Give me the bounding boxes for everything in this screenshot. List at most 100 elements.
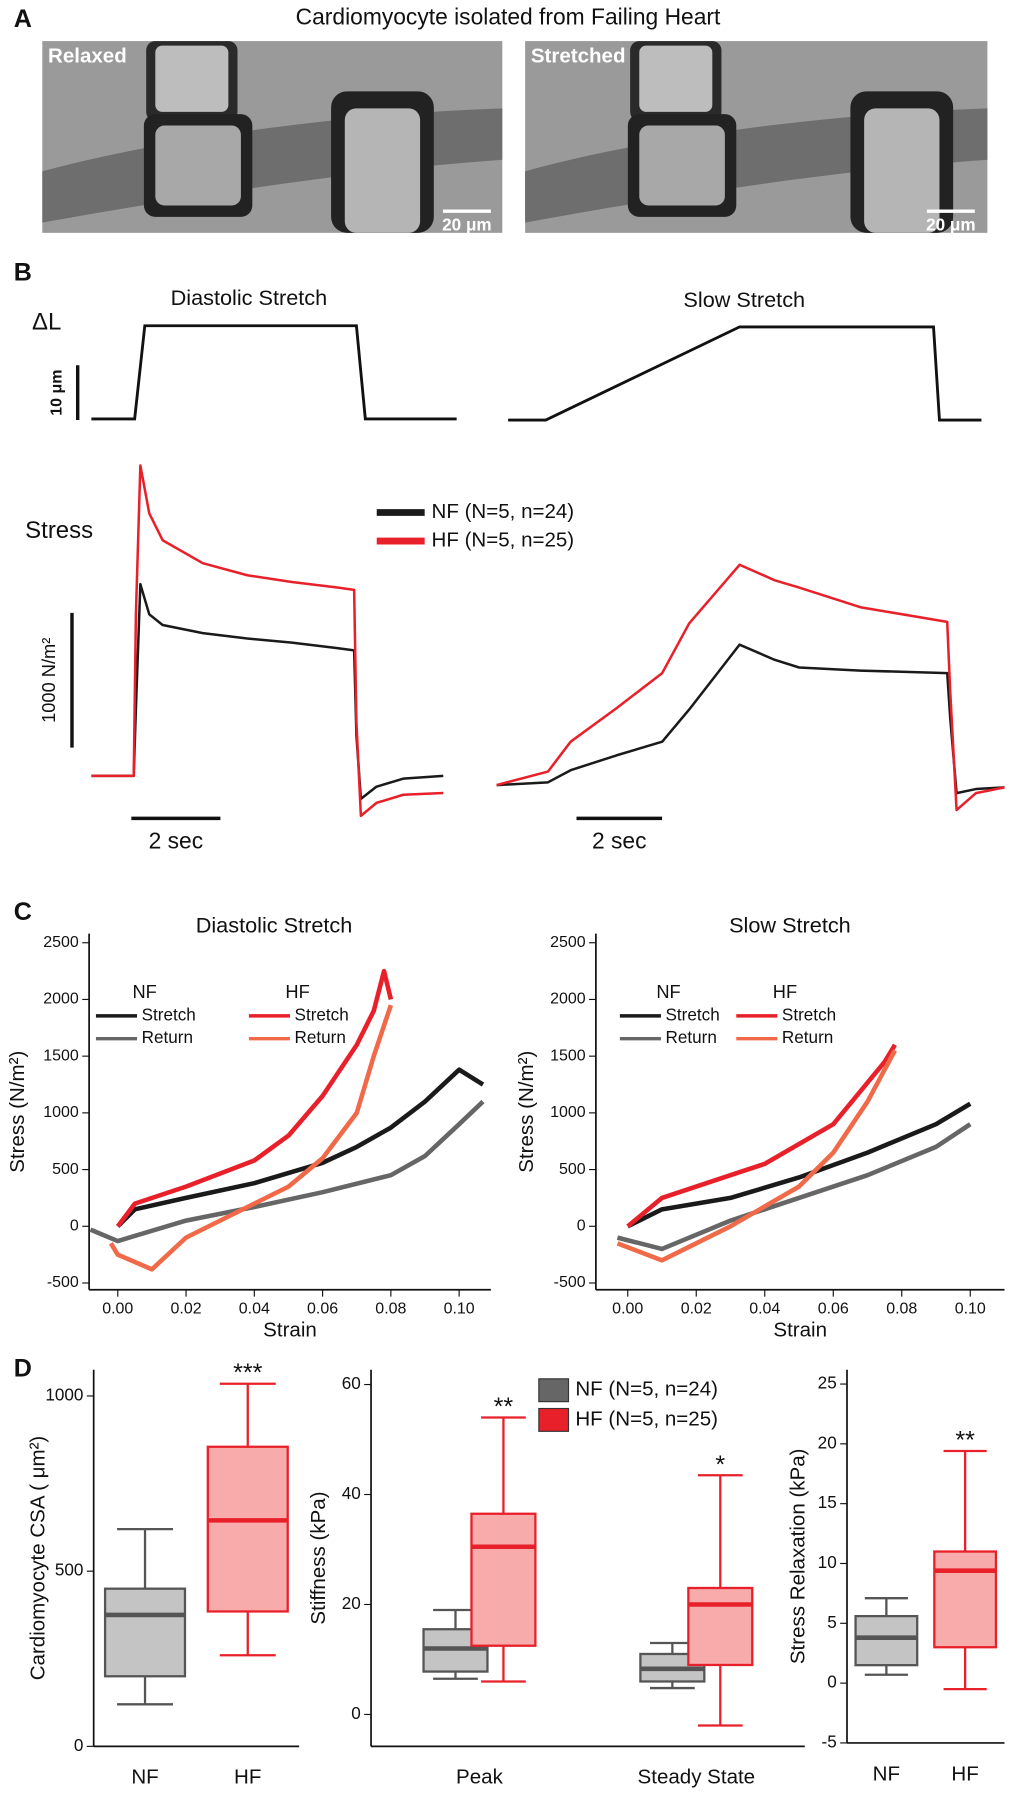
legend-label: NF (N=5, n=24) (432, 500, 575, 523)
x-tick-label: 0.00 (612, 1300, 643, 1317)
y-tick-label: 0 (827, 1673, 837, 1692)
y-tick-label: -5 (822, 1732, 837, 1751)
box (687, 1586, 754, 1667)
loop-line (626, 1101, 972, 1229)
scale-bar-label: 10 μm (48, 370, 65, 416)
stress-trace (91, 464, 444, 818)
x-axis-label: Strain (773, 1318, 827, 1341)
x-tick-label: 0.10 (444, 1300, 475, 1317)
x-tick-label: 0.04 (749, 1300, 780, 1317)
protocol-line (91, 324, 457, 421)
significance: ** (955, 1427, 975, 1455)
y-tick-label: 20 (818, 1433, 837, 1452)
y-tick-label: 5 (827, 1613, 837, 1632)
micrograph: Relaxed (42, 41, 503, 233)
x-tick-label: 0.04 (239, 1300, 270, 1317)
significance: *** (233, 1359, 263, 1387)
y-tick-label: 2500 (550, 934, 586, 951)
y-tick-label: 1000 (550, 1104, 586, 1121)
loop-line (626, 1043, 897, 1229)
panel-title: Cardiomyocyte isolated from Failing Hear… (296, 3, 721, 29)
box (854, 1614, 919, 1667)
box (470, 1512, 537, 1647)
legend-swatch (538, 1407, 570, 1432)
x-tick-label: Peak (456, 1766, 504, 1789)
y-tick-label: 40 (342, 1484, 361, 1503)
legend-label: Stretch (142, 1005, 196, 1024)
y-axis-label: Stress (N/m²) (515, 1051, 538, 1173)
panel-letter: C (14, 898, 32, 926)
scale-bar-label: 2 sec (149, 827, 204, 853)
panel-letter: D (14, 1354, 32, 1382)
micrograph: Stretched (525, 41, 988, 233)
legend-header: NF (656, 981, 680, 1002)
stress-trace (496, 563, 1005, 812)
y-tick-label: 500 (559, 1161, 586, 1178)
y-tick-label: 1500 (550, 1047, 586, 1064)
panel-letter: B (14, 259, 32, 287)
image-label: Stretched (531, 44, 626, 67)
x-tick-label: HF (951, 1762, 978, 1785)
y-tick-label: 0 (577, 1217, 586, 1234)
x-tick-label: NF (131, 1766, 158, 1789)
loop-line (616, 1049, 897, 1263)
x-tick-label: 0.00 (102, 1300, 133, 1317)
y-tick-label: 2000 (43, 991, 79, 1008)
y-axis-label: Stress Relaxation (kPa) (786, 1448, 809, 1664)
scale-bar-label: 20 μm (442, 216, 491, 235)
x-tick-label: 0.08 (375, 1300, 406, 1317)
x-tick-label: 0.10 (955, 1300, 986, 1317)
significance: * (715, 1451, 725, 1479)
chart-title: Slow Stretch (683, 287, 805, 312)
legend-label: HF (N=5, n=25) (432, 528, 575, 551)
scale-bar-label: 20 μm (926, 216, 975, 235)
stress-trace (496, 643, 1005, 795)
y-tick-label: 0 (74, 1736, 84, 1755)
x-tick-label: 0.08 (886, 1300, 917, 1317)
legend-label: NF (N=5, n=24) (575, 1378, 718, 1401)
legend-label: HF (N=5, n=25) (575, 1407, 718, 1430)
loop-line (116, 1067, 485, 1228)
x-tick-label: 0.02 (681, 1300, 712, 1317)
legend-label: Stretch (782, 1005, 836, 1024)
box (103, 1587, 187, 1678)
scale-bar-label: 2 sec (592, 827, 647, 853)
x-tick-label: 0.06 (818, 1300, 849, 1317)
y-tick-label: 10 (818, 1553, 837, 1572)
panel-letter: A (14, 5, 32, 33)
y-tick-label: 60 (342, 1374, 361, 1393)
loop-line (115, 968, 394, 1228)
protocol-line (508, 325, 982, 422)
y-tick-label: 20 (342, 1594, 361, 1613)
legend-label: Return (142, 1028, 193, 1047)
x-tick-label: 0.06 (307, 1300, 338, 1317)
stress-trace (91, 582, 444, 801)
y-tick-label: 2000 (550, 991, 586, 1008)
chart-title: Diastolic Stretch (196, 913, 353, 938)
y-tick-label: 1000 (45, 1385, 83, 1404)
significance: ** (494, 1393, 514, 1421)
y-axis-label: Cardiomyocyte CSA ( μm²) (26, 1436, 49, 1681)
legend-header: NF (132, 981, 156, 1002)
y-tick-label: 500 (55, 1561, 84, 1580)
legend-label: Stretch (666, 1005, 720, 1024)
scale-bar-label: 1000 N/m² (38, 638, 59, 723)
axis-label: Stress (25, 517, 93, 544)
box (206, 1445, 289, 1613)
x-tick-label: HF (234, 1766, 261, 1789)
x-tick-label: 0.02 (171, 1300, 202, 1317)
legend-label: Return (782, 1028, 833, 1047)
y-tick-label: 0 (70, 1217, 79, 1234)
loop-line (616, 1122, 972, 1252)
box (933, 1550, 998, 1649)
legend-header: HF (773, 981, 797, 1002)
y-axis-label: Stress (N/m²) (6, 1051, 29, 1173)
y-tick-label: -500 (47, 1274, 79, 1291)
x-tick-label: NF (873, 1762, 900, 1785)
y-tick-label: 25 (818, 1374, 837, 1393)
axis-label: ΔL (32, 308, 61, 335)
loop-line (108, 1004, 394, 1272)
image-label: Relaxed (48, 44, 127, 67)
x-axis-label: Strain (263, 1318, 317, 1341)
